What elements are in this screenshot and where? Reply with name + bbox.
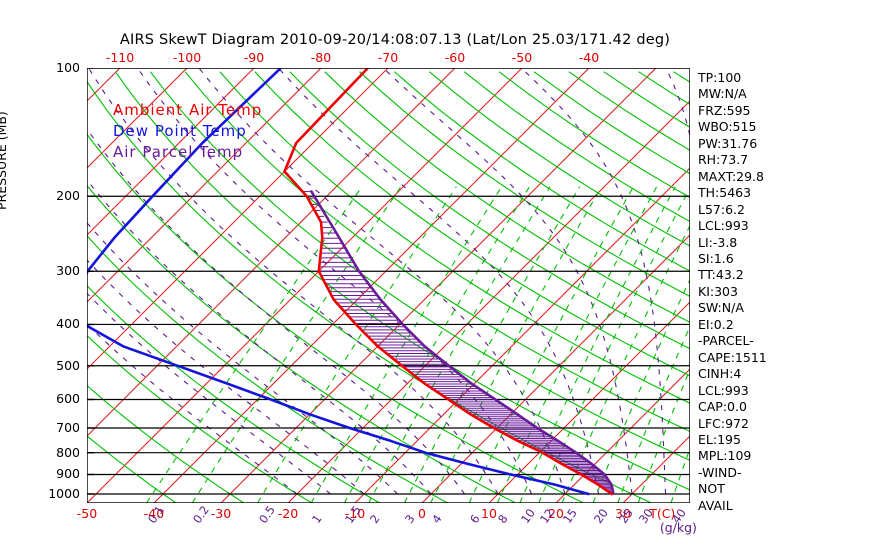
y-axis-tick-800: 800 xyxy=(56,444,80,460)
info-row-4: PW:31.76 xyxy=(698,135,758,151)
y-axis-tick-200: 200 xyxy=(56,188,80,204)
info-row-18: CINH:4 xyxy=(698,366,742,382)
info-row-17: CAPE:1511 xyxy=(698,349,767,365)
info-row-24: -WIND- xyxy=(698,464,742,480)
info-row-0: TP:100 xyxy=(698,70,742,85)
info-row-26: AVAIL xyxy=(698,497,733,513)
x-axis-bottom-tick--20: -20 xyxy=(277,506,299,521)
info-row-11: SI:1.6 xyxy=(698,250,734,266)
info-row-14: SW:N/A xyxy=(698,300,744,316)
y-axis-tick-700: 700 xyxy=(56,419,80,435)
y-axis-tick-100: 100 xyxy=(56,60,80,75)
y-axis-tick-600: 600 xyxy=(56,391,80,407)
x-axis-bottom-tick--30: -30 xyxy=(210,506,232,521)
legend-item-0: Ambient Air Temp xyxy=(113,101,263,119)
mixing-ratio-label-10: 10 xyxy=(517,506,538,527)
info-row-2: FRZ:595 xyxy=(698,102,751,118)
x-axis-top-tick--80: -80 xyxy=(310,50,332,65)
info-row-21: LFC:972 xyxy=(698,415,749,431)
x-axis-top-tick--90: -90 xyxy=(243,50,265,65)
info-row-25: NOT xyxy=(698,481,725,497)
page-title: AIRS SkewT Diagram 2010-09-20/14:08:07.1… xyxy=(119,32,671,48)
skewt-plot xyxy=(87,68,690,503)
mixing-ratio-unit-label: (g/kg) xyxy=(659,520,697,535)
x-axis-bottom-tick--50: -50 xyxy=(76,506,98,521)
info-row-12: TT:43.2 xyxy=(698,267,744,283)
x-axis-bottom-tick--40: -40 xyxy=(143,506,165,521)
mixing-ratio-label-8: 8 xyxy=(495,511,511,527)
info-row-8: L57:6.2 xyxy=(698,201,745,217)
mixing-ratio-label-4: 4 xyxy=(428,511,445,527)
info-row-7: TH:5463 xyxy=(698,185,752,201)
y-axis-tick-300: 300 xyxy=(56,263,80,279)
info-row-19: LCL:993 xyxy=(698,382,749,398)
info-row-6: MAXT:29.8 xyxy=(698,168,764,184)
info-row-16: -PARCEL- xyxy=(698,333,754,349)
info-row-22: EL:195 xyxy=(698,431,741,447)
y-axis-tick-1000: 1000 xyxy=(48,485,80,501)
x-axis-bottom-tick-30: 30 xyxy=(615,506,631,521)
info-row-3: WBO:515 xyxy=(698,119,757,135)
x-axis-bottom-tick-20: 20 xyxy=(548,506,564,521)
y-axis-tick-500: 500 xyxy=(56,357,80,373)
info-row-1: MW:N/A xyxy=(698,86,747,102)
y-axis-tick-900: 900 xyxy=(56,466,80,482)
y-axis-title: PRESSURE (MB) xyxy=(0,111,9,210)
x-axis-bottom-tick--10: -10 xyxy=(344,506,366,521)
legend-item-1: Dew Point Temp xyxy=(113,122,247,140)
info-row-20: CAP:0.0 xyxy=(698,399,747,415)
x-axis-unit-label: T(C) xyxy=(649,506,676,521)
x-axis-top-tick--60: -60 xyxy=(444,50,466,65)
info-row-15: EI:0.2 xyxy=(698,316,734,332)
x-axis-top-tick--100: -100 xyxy=(172,50,202,65)
x-axis-top-tick--70: -70 xyxy=(377,50,399,65)
info-panel: TP:100 MW:N/A FRZ:595 WBO:515 PW:31.76 RH:73.… xyxy=(698,70,818,514)
x-axis-top-tick--40: -40 xyxy=(578,50,600,65)
mixing-ratio-label-2: 2 xyxy=(366,511,383,527)
mixing-ratio-label-1: 1 xyxy=(309,511,325,527)
x-axis-bottom-tick-10: 10 xyxy=(481,506,497,521)
x-axis-top-tick--110: -110 xyxy=(105,50,135,65)
skewt-canvas xyxy=(87,68,690,503)
legend-item-2: Air Parcel Temp xyxy=(113,143,244,161)
info-row-9: LCL:993 xyxy=(698,218,749,234)
info-row-10: LI:-3.8 xyxy=(698,234,738,250)
x-axis-top-tick--50: -50 xyxy=(511,50,533,65)
info-row-13: KI:303 xyxy=(698,283,738,299)
y-axis-tick-400: 400 xyxy=(56,316,80,332)
info-row-5: RH:73.7 xyxy=(698,152,749,168)
info-row-23: MPL:109 xyxy=(698,448,752,464)
x-axis-bottom-tick-0: 0 xyxy=(418,506,426,521)
